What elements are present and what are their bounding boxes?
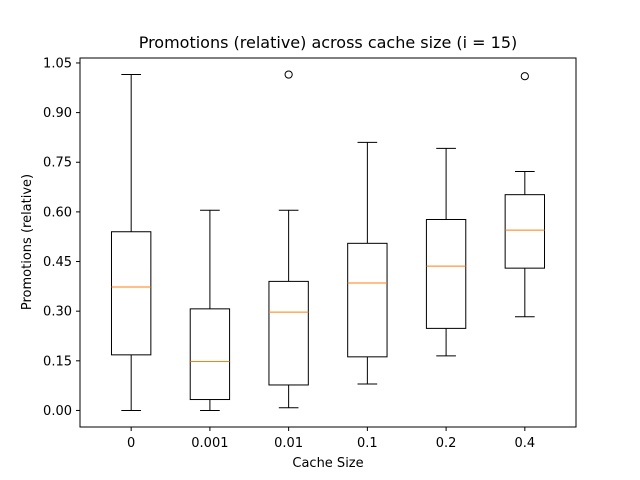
- x-tick-label: 0.2: [436, 436, 457, 451]
- box-2: [268, 70, 309, 409]
- box-1: [189, 209, 231, 411]
- x-tick-label: 0.01: [274, 436, 303, 451]
- iqr-box: [189, 308, 231, 401]
- y-tick-label: 0.30: [43, 305, 72, 320]
- iqr-box: [110, 231, 152, 356]
- box-4: [425, 147, 467, 357]
- y-tick-label: 0.15: [43, 354, 72, 369]
- box-3: [347, 141, 388, 385]
- y-tick-label: 0.00: [43, 404, 72, 419]
- y-tick-label: 0.75: [43, 156, 72, 171]
- outlier-point: [284, 70, 293, 79]
- chart-title: Promotions (relative) across cache size …: [139, 33, 518, 52]
- iqr-box: [425, 218, 467, 329]
- x-axis-title: Cache Size: [292, 456, 363, 471]
- plot-area: [110, 70, 546, 411]
- y-tick-label: 0.90: [43, 106, 72, 121]
- x-tick-label: 0.1: [357, 436, 378, 451]
- x-tick-label: 0: [127, 436, 135, 451]
- iqr-box: [504, 194, 546, 269]
- outlier-point: [520, 72, 529, 81]
- iqr-box: [347, 242, 388, 358]
- axes-frame: [79, 57, 577, 428]
- y-tick-label: 1.05: [43, 56, 72, 71]
- y-tick-label: 0.60: [43, 205, 72, 220]
- x-tick-label: 0.4: [514, 436, 535, 451]
- x-tick-label: 0.001: [191, 436, 228, 451]
- iqr-box: [268, 280, 309, 386]
- y-tick-label: 0.45: [43, 255, 72, 270]
- y-axis-title: Promotions (relative): [20, 174, 35, 310]
- box-5: [504, 72, 546, 318]
- box-0: [110, 74, 152, 411]
